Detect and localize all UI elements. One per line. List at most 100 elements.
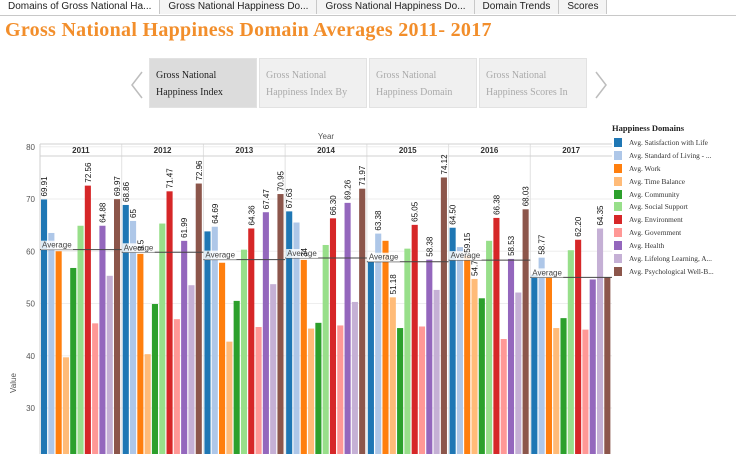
tab-domain-trends[interactable]: Domain Trends xyxy=(474,0,560,14)
bar-2015-5[interactable] xyxy=(404,248,411,454)
bar-2012-1[interactable] xyxy=(130,220,137,454)
legend-item-1[interactable]: Avg. Standard of Living - ... xyxy=(610,149,736,162)
bar-2011-6[interactable] xyxy=(84,185,91,454)
bar-2013-5[interactable] xyxy=(240,249,248,454)
bar-2012-5[interactable] xyxy=(159,223,166,454)
legend-item-10[interactable]: Avg. Psychological Well-B... xyxy=(610,265,736,278)
tab-domains-of-gnh[interactable]: Domains of Gross National Ha... xyxy=(0,0,161,14)
bar-2013-10[interactable] xyxy=(277,194,284,454)
bar-2012-2[interactable] xyxy=(137,253,144,454)
bar-2015-3[interactable] xyxy=(389,297,396,454)
bar-2016-8[interactable] xyxy=(507,258,515,454)
bar-2015-4[interactable] xyxy=(397,328,404,454)
chevron-right-icon[interactable] xyxy=(590,70,610,100)
legend-item-3[interactable]: Avg. Time Balance xyxy=(610,175,736,188)
chevron-left-icon[interactable] xyxy=(128,70,148,100)
legend-item-4[interactable]: Avg. Community xyxy=(610,188,736,201)
story-point-gnh-scores-in[interactable]: Gross National Happiness Scores In xyxy=(479,58,587,108)
bar-2017-8[interactable] xyxy=(589,279,596,454)
bar-2013-7[interactable] xyxy=(255,327,262,454)
bar-2017-4[interactable] xyxy=(560,318,567,454)
bar-2013-8[interactable] xyxy=(262,212,269,454)
bar-2015-2[interactable] xyxy=(382,240,389,454)
bar-2012-4[interactable] xyxy=(151,304,159,454)
bar-2015-7[interactable] xyxy=(418,326,426,454)
bar-2015-0[interactable] xyxy=(367,261,374,454)
bar-2015-9[interactable] xyxy=(433,289,440,454)
bar-2017-7[interactable] xyxy=(582,329,589,454)
bar-2013-6[interactable] xyxy=(248,228,255,454)
legend-item-0[interactable]: Avg. Satisfaction with Life xyxy=(610,136,736,149)
bar-2014-7[interactable] xyxy=(337,325,344,454)
bar-2015-10[interactable] xyxy=(440,177,447,454)
legend-item-5[interactable]: Avg. Social Support xyxy=(610,200,736,213)
bar-2017-9[interactable] xyxy=(596,228,604,454)
bar-2016-4[interactable] xyxy=(478,298,485,454)
bar-2011-4[interactable] xyxy=(70,267,77,454)
tab-gnh-domain-2[interactable]: Gross National Happiness Do... xyxy=(317,0,475,14)
bar-2017-6[interactable] xyxy=(575,239,582,454)
bar-2017-10[interactable] xyxy=(604,277,611,454)
bar-2012-10[interactable] xyxy=(195,183,202,454)
bar-2015-6[interactable] xyxy=(411,224,418,454)
bar-2017-5[interactable] xyxy=(567,250,574,454)
bar-2016-2[interactable] xyxy=(464,255,471,454)
legend-item-2[interactable]: Avg. Work xyxy=(610,162,736,175)
bar-2012-0[interactable] xyxy=(122,204,129,454)
bar-2014-10[interactable] xyxy=(359,188,366,454)
story-point-gnh-index[interactable]: Gross National Happiness Index xyxy=(149,58,257,108)
story-point-gnh-domain[interactable]: Gross National Happiness Domain xyxy=(369,58,477,108)
bar-2012-7[interactable] xyxy=(173,319,180,454)
bar-2015-1[interactable] xyxy=(375,233,382,454)
story-point-gnh-index-by[interactable]: Gross National Happiness Index By xyxy=(259,58,367,108)
bar-2011-0[interactable] xyxy=(41,199,48,454)
bar-2017-1[interactable] xyxy=(538,257,545,454)
bar-2016-0[interactable] xyxy=(449,227,456,454)
bar-2013-3[interactable] xyxy=(226,341,233,454)
legend-item-9[interactable]: Avg. Lifelong Learning, A... xyxy=(610,252,736,265)
bar-2016-1[interactable] xyxy=(456,247,463,454)
legend-item-7[interactable]: Avg. Government xyxy=(610,226,736,239)
bar-2014-3[interactable] xyxy=(308,328,315,454)
bar-2012-8[interactable] xyxy=(181,240,188,454)
bar-2014-4[interactable] xyxy=(315,322,322,454)
bar-2011-5[interactable] xyxy=(77,225,84,454)
bar-2014-2[interactable] xyxy=(300,259,307,454)
tab-gnh-domain-1[interactable]: Gross National Happiness Do... xyxy=(160,0,318,14)
bar-2011-8[interactable] xyxy=(99,225,106,454)
bar-2016-7[interactable] xyxy=(500,339,507,454)
bar-2014-1[interactable] xyxy=(293,222,300,454)
bar-2014-8[interactable] xyxy=(344,202,351,454)
bar-2011-3[interactable] xyxy=(62,357,69,454)
bar-2017-2[interactable] xyxy=(545,276,552,454)
bar-2016-10[interactable] xyxy=(522,209,529,454)
bar-2011-2[interactable] xyxy=(55,251,62,454)
average-label: Average xyxy=(532,268,562,277)
tab-scores[interactable]: Scores xyxy=(559,0,608,14)
bar-2014-0[interactable] xyxy=(286,211,293,454)
bar-2012-9[interactable] xyxy=(188,285,195,454)
bar-2011-1[interactable] xyxy=(48,232,55,454)
bar-2013-2[interactable] xyxy=(219,262,226,454)
bar-2016-9[interactable] xyxy=(515,292,522,454)
legend-item-8[interactable]: Avg. Health xyxy=(610,239,736,252)
bar-2011-7[interactable] xyxy=(92,323,99,454)
bar-2013-1[interactable] xyxy=(211,226,218,454)
bar-2013-4[interactable] xyxy=(233,300,240,454)
bar-2014-9[interactable] xyxy=(351,301,358,454)
bar-2016-3[interactable] xyxy=(471,278,478,454)
bar-2017-0[interactable] xyxy=(531,274,538,454)
bar-2014-6[interactable] xyxy=(329,218,337,454)
bar-2012-3[interactable] xyxy=(144,354,151,454)
legend-item-6[interactable]: Avg. Environment xyxy=(610,213,736,226)
bar-2017-3[interactable] xyxy=(553,328,560,454)
bar-2013-0[interactable] xyxy=(204,231,211,454)
bar-2014-5[interactable] xyxy=(322,244,329,454)
bar-2013-9[interactable] xyxy=(270,284,277,454)
bar-2016-6[interactable] xyxy=(493,217,500,454)
bar-2015-8[interactable] xyxy=(426,259,433,454)
bar-2011-9[interactable] xyxy=(106,275,113,454)
bar-2012-6[interactable] xyxy=(166,191,173,454)
bar-2016-5[interactable] xyxy=(486,240,493,454)
bar-2011-10[interactable] xyxy=(114,199,121,454)
